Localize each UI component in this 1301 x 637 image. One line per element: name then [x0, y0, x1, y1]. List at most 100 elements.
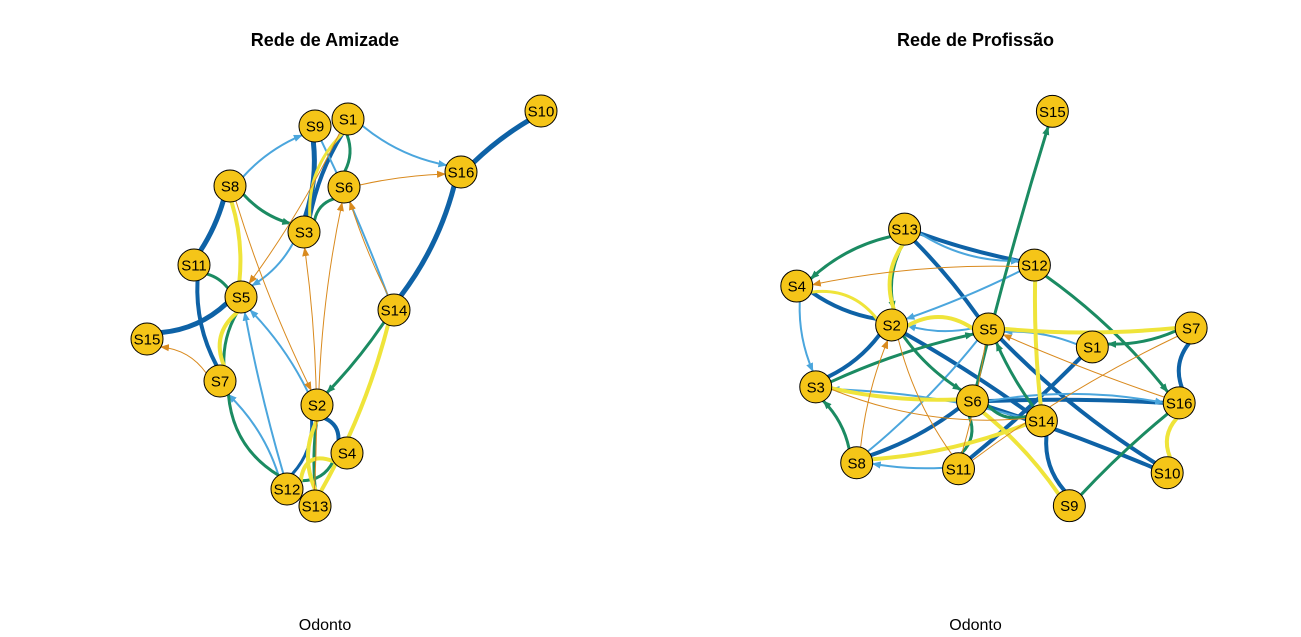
node-label: S1	[1083, 339, 1101, 356]
node-circle	[942, 452, 975, 486]
edge-s8-s11	[198, 198, 226, 253]
node-circle	[331, 102, 365, 136]
node-s14: S14	[377, 293, 411, 327]
edge-s6-s16	[987, 392, 1165, 405]
node-s11: S11	[942, 452, 975, 486]
node-s2: S2	[300, 388, 334, 422]
node-circle	[224, 280, 258, 314]
node-circle	[888, 212, 922, 246]
edge-s1-s5	[1003, 327, 1078, 346]
node-circle	[130, 322, 164, 356]
node-s1: S1	[1075, 330, 1109, 364]
node-label: S12	[274, 482, 301, 499]
panel-subtitle: Odonto	[298, 617, 352, 634]
node-s10: S10	[524, 94, 558, 128]
node-label: S2	[882, 317, 900, 334]
edge-s12-s16	[1044, 274, 1170, 394]
node-circle	[1024, 404, 1058, 438]
panel-title: Rede de Amizade	[250, 30, 400, 50]
node-label: S4	[788, 279, 806, 296]
node-label: S14	[381, 303, 408, 320]
edge-s13-s3	[302, 247, 317, 491]
edge-s2-s6	[318, 201, 344, 390]
node-label: S7	[211, 374, 229, 391]
node-circle	[1017, 248, 1051, 282]
edge-s4-s3	[798, 300, 814, 373]
node-s4: S4	[780, 269, 814, 303]
panel-title: Rede de Profissão	[896, 30, 1055, 50]
node-circle	[799, 370, 833, 404]
edge-s1-s6	[343, 133, 352, 173]
edge-s14-s5	[994, 341, 1035, 409]
node-s6: S6	[327, 170, 361, 204]
edges	[159, 118, 531, 494]
edge-s12-s4	[811, 265, 1019, 287]
node-s16: S16	[1162, 386, 1196, 420]
node-label: S10	[1154, 465, 1181, 482]
node-s12: S12	[270, 472, 304, 506]
node-label: S3	[295, 225, 313, 242]
node-circle	[327, 170, 361, 204]
node-label: S16	[1166, 395, 1193, 412]
node-label: S10	[528, 104, 555, 121]
edge-s4-s2	[809, 290, 879, 321]
edge-s12-s2	[905, 270, 1021, 320]
node-circle	[298, 489, 332, 523]
edge-s7-s15	[159, 344, 207, 374]
panel-subtitle: Odonto	[949, 617, 1002, 634]
node-circle	[377, 293, 411, 327]
edge-s2-s6	[901, 334, 963, 392]
edge-s6-s16	[986, 397, 1166, 405]
edge-s11-s8	[871, 461, 944, 470]
edge-s14-s6	[349, 200, 389, 296]
edge-s12-s7	[227, 393, 280, 477]
node-label: S9	[1060, 498, 1078, 515]
edge-s1-s16	[361, 124, 448, 168]
node-label: S1	[339, 112, 357, 129]
edge-s3-s5	[829, 332, 975, 384]
edge-s9-s16	[1079, 412, 1170, 497]
edge-s12-s14	[1032, 279, 1043, 407]
edge-s2-s11	[897, 338, 953, 455]
edge-s6-s14	[986, 403, 1028, 420]
edge-s8-s6	[868, 406, 961, 458]
node-circle	[780, 269, 814, 303]
edge-s1-s11	[968, 355, 1083, 461]
node-circle	[972, 312, 1005, 346]
node-label: S8	[848, 455, 866, 472]
node-s13: S13	[888, 212, 922, 246]
edge-s13-s12	[918, 231, 1022, 263]
edge-s13-s2	[306, 418, 319, 493]
node-label: S6	[335, 180, 353, 197]
node-s4: S4	[330, 436, 364, 470]
edge-s2-s14	[903, 331, 1030, 415]
node-circle	[1052, 489, 1086, 523]
edge-s6-s3	[313, 197, 335, 222]
node-label: S16	[448, 165, 475, 182]
edge-s10-s16	[471, 118, 531, 165]
edge-s9-s14	[320, 139, 389, 297]
edge-s2-s3	[826, 333, 882, 379]
edge-s7-s1	[1106, 329, 1177, 348]
edge-s1-s5	[248, 132, 341, 285]
node-circle	[875, 308, 909, 342]
edge-s13-s4	[809, 235, 892, 281]
node-s1: S1	[331, 102, 365, 136]
edge-s10-s16	[1164, 416, 1179, 460]
node-circle	[1174, 311, 1208, 345]
node-s3: S3	[287, 215, 321, 249]
node-circle	[213, 169, 247, 203]
edge-s6-s15	[975, 125, 1050, 387]
node-circle	[330, 436, 364, 470]
edge-s15-s5	[159, 301, 229, 335]
node-circle	[1162, 386, 1196, 420]
node-label: S7	[1182, 320, 1200, 337]
edge-s7-s16	[1176, 341, 1191, 390]
node-label: S12	[1021, 258, 1048, 275]
node-circle	[287, 215, 321, 249]
node-s14: S14	[1024, 404, 1058, 438]
node-circle	[444, 155, 478, 189]
